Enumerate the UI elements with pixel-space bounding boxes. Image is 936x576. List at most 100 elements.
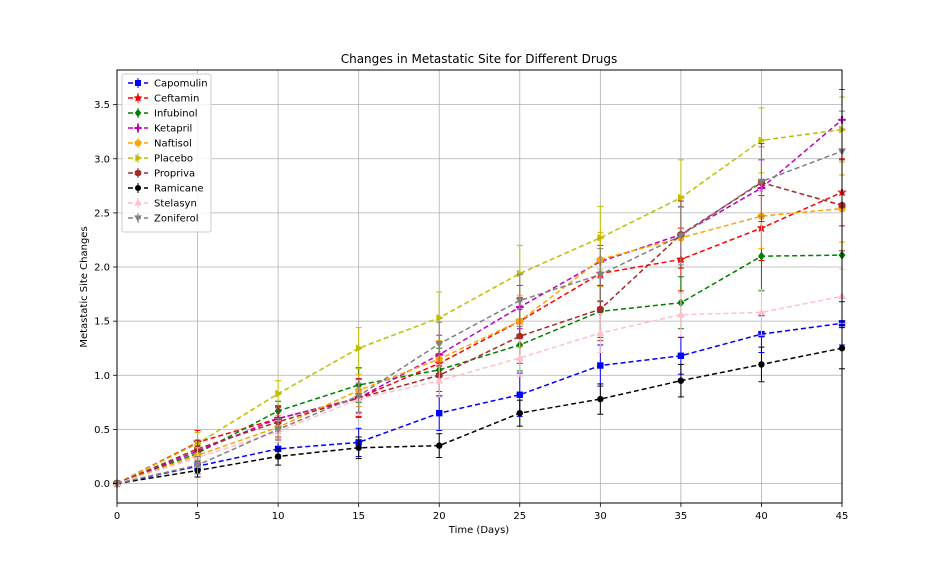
legend-marker xyxy=(133,93,143,102)
data-point xyxy=(757,251,765,261)
legend-marker xyxy=(134,108,142,118)
legend-item: Ketapril xyxy=(128,123,192,135)
y-tick-label: 3.5 xyxy=(94,100,110,111)
series-propriva xyxy=(113,143,846,488)
legend-label: Infubinol xyxy=(154,109,198,120)
x-tick-label: 0 xyxy=(114,511,120,522)
data-point xyxy=(436,313,444,322)
data-point xyxy=(677,352,685,359)
x-tick-label: 15 xyxy=(352,511,365,522)
legend-item: Capomulin xyxy=(128,78,208,90)
data-point xyxy=(596,305,604,314)
axis-ticks: 0 5 10 15 20 25 30 35 40 45 0.0 0.5 1.0 1.5 2.0 2.5 3.0 3… xyxy=(94,100,848,522)
data-point xyxy=(515,297,524,305)
data-point xyxy=(516,332,524,341)
data-point xyxy=(516,269,525,278)
y-tick-label: 0.0 xyxy=(94,479,110,490)
series-zoniferol xyxy=(113,110,846,488)
x-tick-label: 10 xyxy=(272,511,285,522)
legend-item: Zoniferol xyxy=(128,213,199,225)
series-ramicane xyxy=(113,327,846,487)
data-point xyxy=(676,232,685,240)
legend-label: Naftisol xyxy=(154,139,192,150)
legend-item: Stelasyn xyxy=(128,198,197,210)
legend-label: Propriva xyxy=(154,169,195,180)
data-point xyxy=(274,453,282,460)
legend-label: Ramicane xyxy=(154,184,204,195)
data-point xyxy=(596,328,605,336)
legend-item: Naftisol xyxy=(128,138,192,150)
legend: Capomulin Ceftamin Infubinol Ketapril Naftis… xyxy=(121,73,212,233)
series-line xyxy=(116,150,843,485)
y-tick-label: 3.0 xyxy=(94,154,110,165)
plot-frame xyxy=(116,69,843,504)
data-point xyxy=(596,271,605,279)
series-line xyxy=(116,295,843,485)
data-point xyxy=(676,310,685,318)
series-line xyxy=(116,181,843,485)
series-line xyxy=(116,322,843,485)
y-tick-label: 0.5 xyxy=(94,425,110,436)
data-point xyxy=(355,344,364,353)
legend-label: Capomulin xyxy=(154,79,208,90)
x-tick-label: 20 xyxy=(433,511,446,522)
data-point xyxy=(435,376,444,384)
legend-marker xyxy=(135,154,143,162)
series-layer xyxy=(112,88,847,489)
series-line xyxy=(116,254,843,485)
legend-label: Zoniferol xyxy=(154,214,199,225)
legend-marker xyxy=(134,139,142,147)
x-tick-label: 45 xyxy=(836,511,849,522)
legend-marker xyxy=(134,215,142,223)
data-point xyxy=(757,308,766,316)
legend-item: Placebo xyxy=(128,153,193,165)
series-ceftamin xyxy=(112,158,847,488)
data-point xyxy=(678,193,686,202)
x-axis-label: Time (Days) xyxy=(448,525,510,536)
data-point xyxy=(274,426,283,434)
legend-item: Ramicane xyxy=(128,183,204,195)
data-point xyxy=(435,341,444,349)
y-tick-label: 2.5 xyxy=(94,208,110,219)
series-ketapril xyxy=(113,88,846,488)
data-point xyxy=(839,125,847,134)
legend-item: Infubinol xyxy=(128,108,198,120)
legend-label: Stelasyn xyxy=(154,199,197,210)
data-point xyxy=(677,377,685,384)
legend-item: Ceftamin xyxy=(128,93,199,105)
data-point xyxy=(436,442,443,449)
x-tick-label: 40 xyxy=(755,511,768,522)
series-line xyxy=(116,207,843,485)
y-tick-label: 1.5 xyxy=(94,317,110,328)
data-point xyxy=(275,389,283,398)
data-point xyxy=(516,391,523,398)
y-tick-label: 2.0 xyxy=(94,263,110,274)
data-point xyxy=(597,233,605,242)
legend-item: Propriva xyxy=(128,168,195,180)
data-point xyxy=(354,393,363,401)
data-point xyxy=(758,136,766,145)
data-point xyxy=(597,362,604,369)
data-point xyxy=(757,178,766,186)
data-point xyxy=(194,439,202,448)
x-tick-label: 5 xyxy=(194,511,200,522)
x-tick-label: 30 xyxy=(594,511,607,522)
legend-marker xyxy=(135,185,141,191)
x-tick-label: 25 xyxy=(513,511,526,522)
gridlines xyxy=(116,70,843,503)
data-point xyxy=(436,409,443,417)
legend-marker xyxy=(134,124,142,132)
data-point xyxy=(597,395,604,403)
legend-label: Ceftamin xyxy=(154,94,199,105)
legend-marker xyxy=(135,80,141,86)
series-stelasyn xyxy=(113,268,846,487)
series-line xyxy=(116,191,843,485)
y-tick-label: 1.0 xyxy=(94,371,110,382)
data-point xyxy=(515,353,524,361)
y-axis-label: Metastatic Site Changes xyxy=(79,226,90,347)
legend-marker xyxy=(134,198,142,206)
data-point xyxy=(193,462,202,470)
data-point xyxy=(355,444,362,451)
